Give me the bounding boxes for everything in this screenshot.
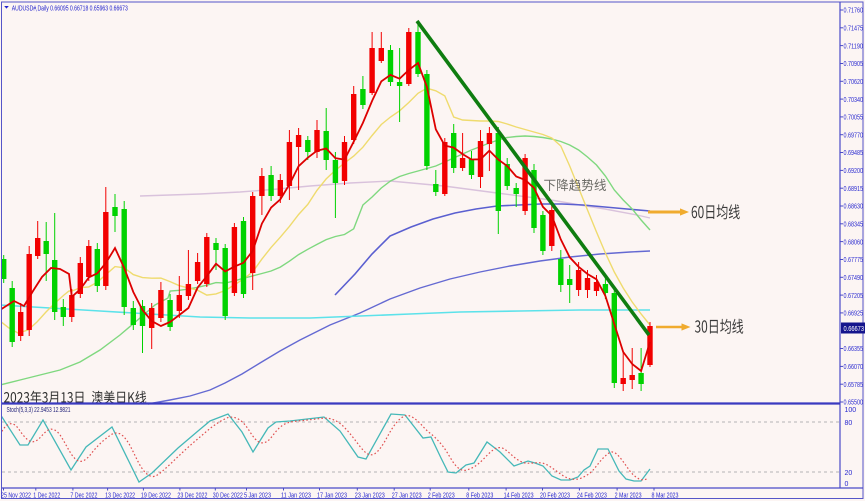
svg-text:0.67775: 0.67775: [844, 257, 864, 264]
svg-text:0.70620: 0.70620: [844, 79, 864, 86]
svg-text:23 Jan 2023: 23 Jan 2023: [355, 493, 385, 500]
svg-text:0.65500: 0.65500: [844, 400, 864, 407]
svg-text:0.66925: 0.66925: [844, 311, 864, 318]
svg-text:0.66070: 0.66070: [844, 364, 864, 371]
svg-text:0.66355: 0.66355: [844, 346, 864, 353]
svg-text:8 Mar 2023: 8 Mar 2023: [652, 493, 679, 500]
svg-text:8 Feb 2023: 8 Feb 2023: [466, 493, 493, 500]
svg-text:80: 80: [845, 420, 853, 427]
svg-text:17 Jan 2023: 17 Jan 2023: [317, 493, 347, 500]
svg-text:20: 20: [845, 470, 853, 477]
svg-text:25 Nov 2022: 25 Nov 2022: [1, 493, 31, 500]
svg-text:0: 0: [845, 481, 849, 488]
svg-text:0.68060: 0.68060: [844, 239, 864, 246]
svg-text:0.69485: 0.69485: [844, 150, 864, 157]
svg-text:30 Dec 2022: 30 Dec 2022: [213, 493, 243, 500]
svg-text:27 Jan 2023: 27 Jan 2023: [392, 493, 422, 500]
svg-text:0.67490: 0.67490: [844, 275, 864, 282]
svg-text:0.68915: 0.68915: [844, 186, 864, 193]
svg-text:0.69200: 0.69200: [844, 168, 864, 175]
svg-text:0.70340: 0.70340: [844, 97, 864, 104]
svg-text:0.68345: 0.68345: [844, 222, 864, 229]
svg-text:100: 100: [845, 407, 857, 414]
svg-text:0.65785: 0.65785: [844, 382, 864, 389]
svg-text:7 Dec 2022: 7 Dec 2022: [70, 493, 97, 500]
svg-text:0.70905: 0.70905: [844, 61, 864, 68]
svg-text:0.68630: 0.68630: [844, 204, 864, 211]
svg-text:20 Feb 2023: 20 Feb 2023: [540, 493, 570, 500]
svg-text:0.66673: 0.66673: [844, 326, 865, 333]
svg-text:2 Mar 2023: 2 Mar 2023: [615, 493, 642, 500]
svg-text:0.70055: 0.70055: [844, 115, 864, 122]
svg-text:14 Feb 2023: 14 Feb 2023: [504, 493, 534, 500]
svg-text:19 Dec 2022: 19 Dec 2022: [141, 493, 171, 500]
svg-text:0.71190: 0.71190: [844, 43, 864, 50]
svg-text:Stoch(5,3,3) 22.9453 12.9821: Stoch(5,3,3) 22.9453 12.9821: [7, 407, 71, 414]
svg-text:0.71475: 0.71475: [844, 26, 864, 33]
svg-text:0.71760: 0.71760: [844, 8, 864, 15]
svg-text:24 Feb 2023: 24 Feb 2023: [577, 493, 607, 500]
svg-text:5 Jan 2023: 5 Jan 2023: [244, 493, 271, 500]
svg-text:1 Dec 2022: 1 Dec 2022: [33, 493, 60, 500]
svg-text:23 Dec 2022: 23 Dec 2022: [177, 493, 207, 500]
svg-text:13 Dec 2022: 13 Dec 2022: [105, 493, 135, 500]
svg-text:2 Feb 2023: 2 Feb 2023: [428, 493, 455, 500]
svg-text:AUDUSD#,Daily 0.66095 0.66718: AUDUSD#,Daily 0.66095 0.66718 0.65963 0.…: [12, 4, 128, 13]
svg-text:0.67205: 0.67205: [844, 293, 864, 300]
svg-text:11 Jan 2023: 11 Jan 2023: [281, 493, 311, 500]
svg-text:0.69770: 0.69770: [844, 132, 864, 139]
